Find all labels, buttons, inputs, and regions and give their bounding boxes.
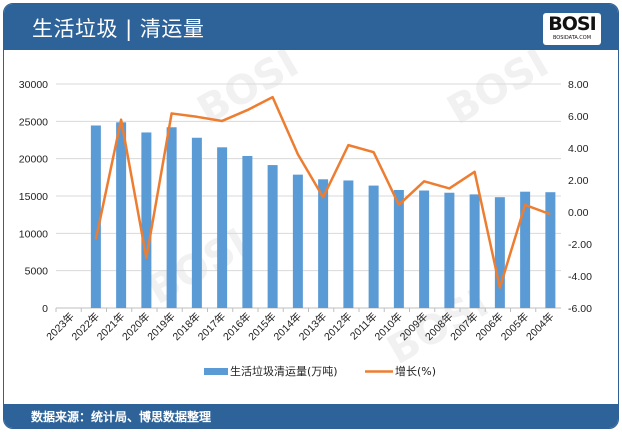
legend-label-line: 增长(%) (395, 364, 436, 378)
legend-label-bar: 生活垃圾清运量(万吨) (230, 364, 338, 378)
bar (166, 127, 177, 308)
bar (90, 125, 101, 308)
left-axis-tick-label: 5000 (25, 266, 49, 278)
bar (217, 147, 228, 308)
left-axis-tick-label: 0 (42, 303, 48, 315)
right-axis-tick-label: 2.00 (568, 175, 589, 187)
bar (318, 179, 329, 308)
header-band: 生活垃圾 | 清运量 BOSI BOSIDATA.COM (4, 4, 618, 50)
bar (545, 192, 556, 308)
bar (469, 194, 480, 308)
logo-text: BOSI (548, 13, 596, 35)
left-axis-tick-label: 15000 (19, 191, 48, 203)
bar (368, 185, 379, 308)
left-axis-tick-label: 25000 (19, 116, 48, 128)
x-axis-tick-label: 2012年 (321, 310, 354, 343)
right-axis-tick-label: -6.00 (568, 303, 592, 315)
bar (267, 165, 278, 308)
bar (191, 137, 202, 308)
logo-subtext: BOSIDATA.COM (552, 35, 592, 41)
bar (242, 155, 253, 308)
left-axis-tick-label: 10000 (19, 228, 48, 240)
footer-band: 数据来源：统计局、博思数据整理 (4, 404, 618, 428)
legend-swatch-bar (204, 368, 228, 375)
bar (419, 190, 430, 308)
data-source: 数据来源：统计局、博思数据整理 (31, 410, 212, 424)
right-axis-tick-label: 4.00 (568, 143, 589, 155)
bar (292, 174, 303, 308)
bar (116, 122, 127, 309)
page-title: 生活垃圾 | 清运量 (32, 17, 205, 41)
right-axis-tick-label: 8.00 (568, 79, 589, 91)
bar (444, 192, 455, 308)
right-axis-tick-label: 0.00 (568, 207, 589, 219)
left-axis-tick-label: 30000 (19, 79, 48, 91)
bar (494, 197, 505, 308)
bosi-logo: BOSI BOSIDATA.COM (543, 13, 601, 45)
right-axis-tick-label: -2.00 (568, 239, 592, 251)
left-axis-tick-label: 20000 (19, 154, 48, 166)
x-axis-tick-label: 2004年 (523, 310, 556, 343)
bar (393, 189, 404, 308)
bar (520, 191, 531, 308)
right-axis-tick-label: -4.00 (568, 271, 592, 283)
bar (343, 180, 354, 308)
chart-card: BOSI BOSI BOSI BOSI 生活垃圾 | 清运量 BOSI BOSI… (3, 3, 619, 429)
right-axis-tick-label: 6.00 (568, 111, 589, 123)
bar (141, 132, 152, 308)
